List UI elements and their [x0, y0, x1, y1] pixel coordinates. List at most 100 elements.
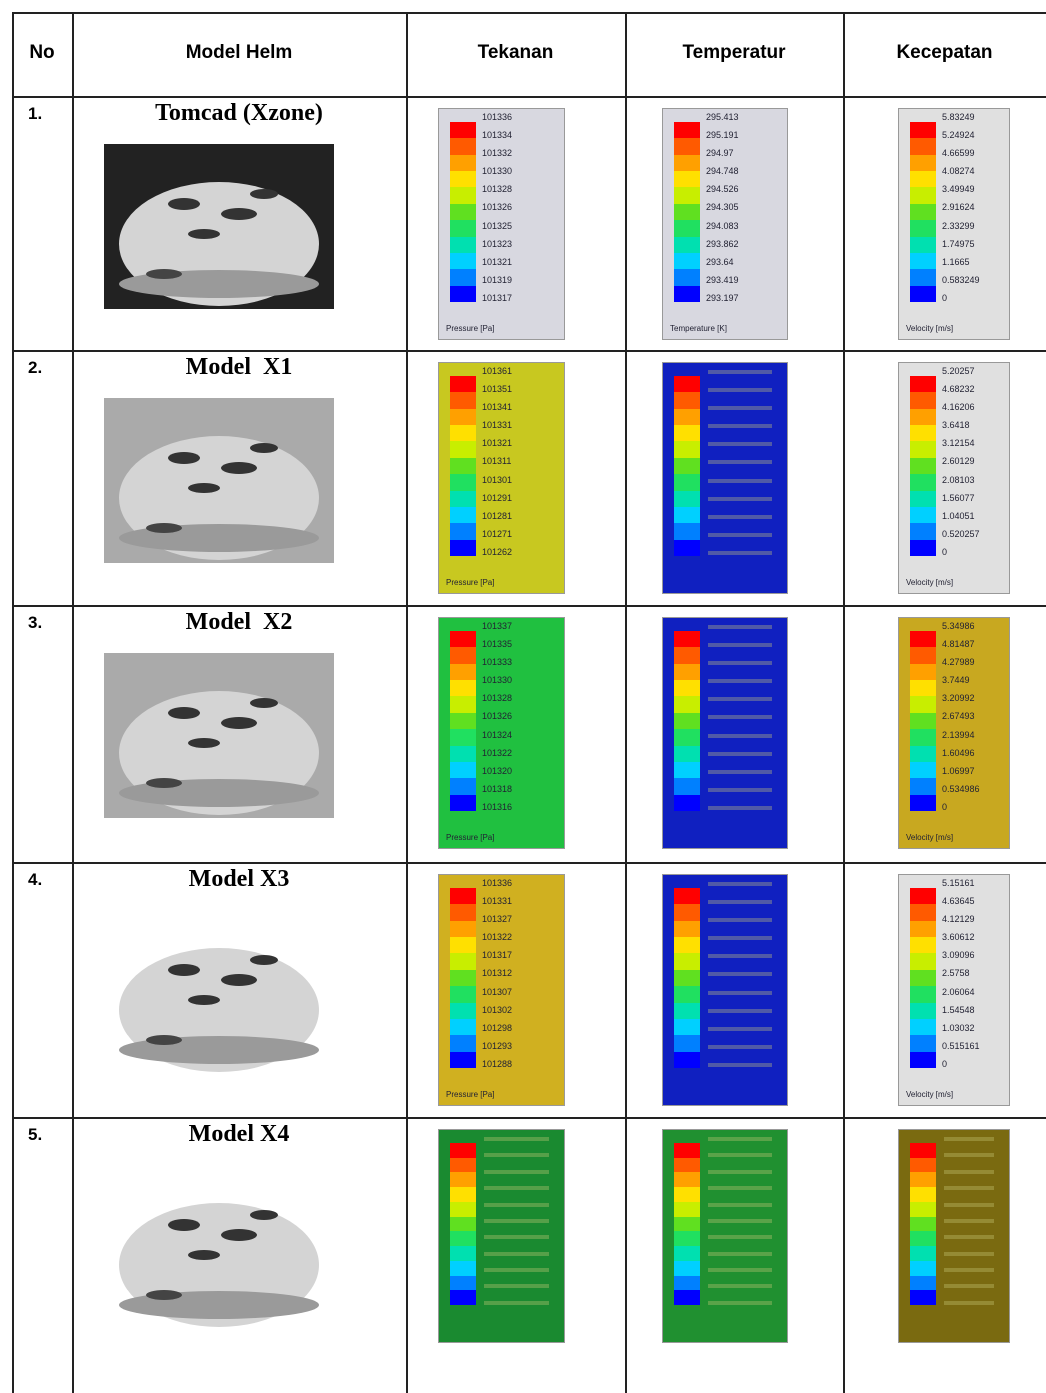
legend-label: 2.5758	[942, 968, 970, 978]
legend-stripe	[910, 1019, 936, 1036]
legend-stripe	[450, 425, 476, 442]
legend-stripe	[450, 392, 476, 409]
legend-label: 101330	[482, 675, 512, 685]
legend-label: 0.534986	[942, 784, 980, 794]
legend-blur	[708, 625, 772, 629]
legend-label: 5.34986	[942, 621, 975, 631]
legend-blur	[708, 1063, 772, 1067]
legend-blur	[708, 1186, 772, 1190]
model-name: Model X1	[72, 354, 406, 381]
legend-stripe	[910, 1035, 936, 1052]
legend-stripe	[450, 1143, 476, 1158]
legend-stripe	[450, 888, 476, 905]
legend-label: 3.49949	[942, 184, 975, 194]
legend-stripe	[674, 171, 700, 188]
legend-stripe	[674, 1246, 700, 1261]
legend-stripe	[674, 746, 700, 763]
legend-stripe	[450, 1261, 476, 1276]
legend-label: 101326	[482, 711, 512, 721]
legend-stripe	[674, 122, 700, 139]
legend-label: 101327	[482, 914, 512, 924]
legend-stripe	[674, 713, 700, 730]
legend-blur	[708, 1219, 772, 1223]
legend-stripe	[910, 1003, 936, 1020]
legend-stripe	[450, 795, 476, 812]
legend-stripe	[910, 762, 936, 779]
legend-blur	[484, 1284, 549, 1288]
col-line	[843, 12, 845, 1393]
legend-label: 294.526	[706, 184, 739, 194]
legend-label: 0.515161	[942, 1041, 980, 1051]
legend-label: 101311	[482, 456, 511, 466]
legend-blur	[708, 734, 772, 738]
legend-stripe	[674, 762, 700, 779]
legend-label: 101291	[482, 493, 512, 503]
legend-label: 101334	[482, 130, 512, 140]
legend-blur	[708, 406, 772, 410]
legend-stripe	[910, 986, 936, 1003]
legend-stripe	[910, 507, 936, 524]
legend-label: 101333	[482, 657, 512, 667]
legend-stripe	[450, 253, 476, 270]
legend-blur	[484, 1301, 549, 1305]
legend-unit: Velocity [m/s]	[906, 324, 953, 333]
legend-blur	[708, 918, 772, 922]
legend-label: 101336	[482, 112, 512, 122]
legend-stripe	[910, 253, 936, 270]
legend-label: 101262	[482, 547, 512, 557]
legend-stripe	[674, 680, 700, 697]
legend-blur	[708, 954, 772, 958]
legend-stripe	[910, 220, 936, 237]
legend-blur	[708, 715, 772, 719]
legend-stripe	[910, 458, 936, 475]
col-line	[72, 12, 74, 1393]
legend-label: 1.06997	[942, 766, 975, 776]
model-name: Model X3	[72, 866, 406, 893]
legend-stripe	[674, 187, 700, 204]
legend-blur	[484, 1268, 549, 1272]
legend-label: 5.20257	[942, 366, 975, 376]
legend-label: 295.413	[706, 112, 739, 122]
legend-stripe	[674, 729, 700, 746]
legend-label: 101317	[482, 293, 512, 303]
legend-stripe	[450, 778, 476, 795]
legend-blur	[708, 991, 772, 995]
legend-label: 0	[942, 802, 947, 812]
header-cell: No	[12, 42, 72, 64]
legend-stripe	[674, 138, 700, 155]
legend-stripe	[450, 986, 476, 1003]
legend-stripe	[450, 1172, 476, 1187]
legend-stripe	[674, 1172, 700, 1187]
legend-label: 101332	[482, 148, 512, 158]
legend-stripe	[910, 937, 936, 954]
legend-stripe	[910, 409, 936, 426]
legend-stripe	[674, 696, 700, 713]
legend-blur	[944, 1301, 994, 1305]
helmet-image	[104, 910, 334, 1080]
header-cell: Tekanan	[406, 42, 625, 64]
helmet-image	[104, 398, 334, 568]
legend-label: 101323	[482, 239, 512, 249]
legend-stripe	[674, 1261, 700, 1276]
legend-label: 101336	[482, 878, 512, 888]
legend-label: 4.12129	[942, 914, 975, 924]
legend-label: 101324	[482, 730, 512, 740]
legend-stripe	[910, 1143, 936, 1158]
legend-label: 1.54548	[942, 1005, 975, 1015]
legend-label: 294.97	[706, 148, 734, 158]
legend-stripe	[450, 1290, 476, 1305]
legend-blur	[708, 1009, 772, 1013]
legend-unit: Velocity [m/s]	[906, 833, 953, 842]
legend-label: 1.04051	[942, 511, 975, 521]
legend-stripe	[450, 647, 476, 664]
legend-blur	[708, 1027, 772, 1031]
legend-blur	[708, 1268, 772, 1272]
legend-stripe	[910, 441, 936, 458]
legend-label: 2.33299	[942, 221, 975, 231]
legend-stripe	[450, 1217, 476, 1232]
legend-label: 101316	[482, 802, 512, 812]
legend-label: 294.083	[706, 221, 739, 231]
legend-blur	[708, 533, 772, 537]
legend-blur	[484, 1252, 549, 1256]
legend-label: 4.68232	[942, 384, 975, 394]
